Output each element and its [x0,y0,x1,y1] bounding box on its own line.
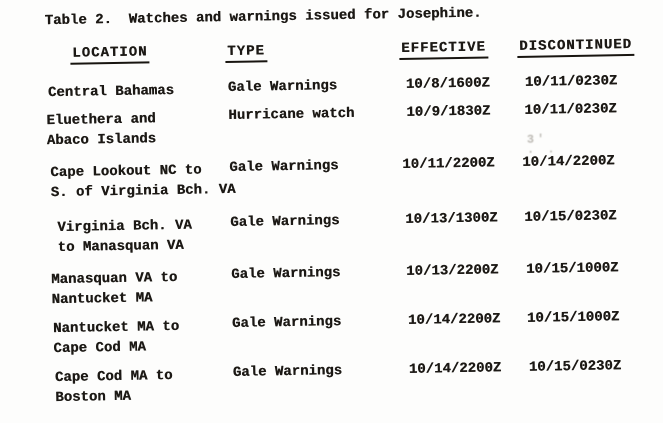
location-cell: Virginia Bch. VA to Manasquan VA [57,216,192,258]
location-line: to Manasquan VA [57,237,184,256]
location-line: S. of Virginia Bch. VA [50,181,236,202]
location-line: Manasquan VA to [51,269,178,289]
type-cell: Gale Warnings [230,213,340,231]
location-cell: Central Bahamas [48,81,174,103]
column-header-effective: EFFECTIVE [399,39,489,61]
table-row: Cape Cod MA to Boston MA Gale Warnings 10/1… [3,357,663,406]
scan-smudge-artifact: 3' . . [526,132,558,157]
location-line: Nantucket MA [51,290,153,309]
type-cell: Gale Warnings [231,265,341,283]
location-cell: Nantucket MA to Cape Cod MA [53,317,180,359]
table-row: Virginia Bch. VA to Manasquan VA Gale Warn… [0,207,663,256]
type-cell: Gale Warnings [231,314,342,332]
discontinued-cell: 10/15/1000Z [526,309,620,327]
location-line: Cape Cod MA [53,339,146,358]
location-line: Central Bahamas [47,82,175,102]
effective-cell: 10/14/2200Z [407,311,501,329]
location-cell: Eluethera and Abaco Islands [46,109,156,151]
effective-cell: 10/14/2200Z [408,360,502,378]
table-row: Central Bahamas Gale Warnings 10/8/1600Z 10… [0,72,661,101]
table-row: Manasquan VA to Nantucket MA Gale Warnings… [1,259,663,308]
effective-cell: 10/13/1300Z [405,210,498,228]
column-header-discontinued: DISCONTINUED [517,36,635,58]
table-row: Nantucket MA to Cape Cod MA Gale Warnings 1… [2,308,663,357]
column-header-type: TYPE [225,43,268,64]
type-cell: Gale Warnings [232,363,343,381]
discontinued-cell: 10/15/0230Z [528,358,622,376]
location-line: Virginia Bch. VA [57,217,192,237]
effective-cell: 10/9/1830Z [406,103,491,121]
location-cell: Manasquan VA to Nantucket MA [51,268,178,310]
type-cell: Gale Warnings [229,158,339,176]
location-cell: Cape Cod MA to Boston MA [55,366,173,408]
discontinued-cell: 10/15/1000Z [525,260,619,278]
effective-cell: 10/11/2200Z [402,155,495,173]
effective-cell: 10/8/1600Z [405,75,490,93]
location-cell: Cape Lookout NC to S. of Virginia Bch. VA [50,160,236,203]
table-caption: Table 2. Watches and warnings issued for… [44,5,482,30]
location-line: Abaco Islands [46,131,157,150]
type-cell: Gale Warnings [227,78,338,97]
discontinued-cell: 10/11/0230Z [524,73,618,91]
table-row: Cape Lookout NC to S. of Virginia Bch. VA… [0,152,662,201]
effective-cell: 10/13/2200Z [405,262,499,280]
location-line: Cape Cod MA to [54,368,173,387]
location-line: Eluethera and [46,111,156,130]
location-line: Nantucket MA to [52,318,180,338]
discontinued-cell: 10/11/0230Z [524,101,617,119]
type-cell: Hurricane watch [228,105,355,124]
discontinued-cell: 10/15/0230Z [524,208,617,226]
location-line: Boston MA [55,388,132,407]
column-header-location: LOCATION [70,44,150,65]
